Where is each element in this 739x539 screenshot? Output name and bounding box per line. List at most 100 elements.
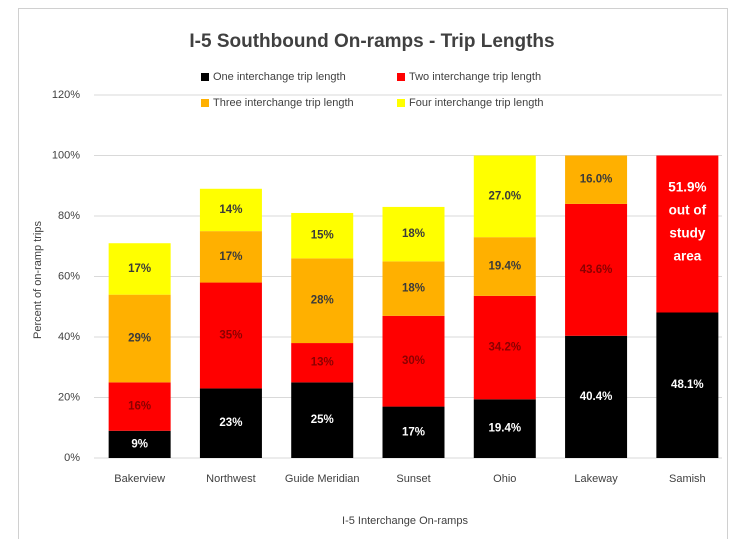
bar-segment	[656, 155, 719, 313]
value-label-line: 27.0%	[488, 190, 521, 202]
value-label-line: 13%	[311, 357, 334, 369]
bar-segment	[108, 382, 171, 431]
value-label: 48.1%	[671, 379, 704, 391]
x-tick-label: Samish	[669, 473, 706, 485]
value-label-line: 51.9%	[668, 179, 706, 194]
y-tick-label: 120%	[52, 89, 80, 101]
bar-segment	[382, 261, 445, 316]
y-tick-label: 20%	[58, 391, 80, 403]
value-label-line: 35%	[219, 330, 242, 342]
legend-swatch	[397, 73, 405, 81]
value-label-line: 16%	[128, 401, 151, 413]
x-tick-label: Guide Meridian	[285, 473, 360, 485]
bar-segment	[473, 155, 536, 238]
x-tick-label: Northwest	[206, 473, 256, 485]
value-label: 27.0%	[488, 190, 521, 202]
bar-segment	[199, 231, 262, 283]
bar-segment	[108, 294, 171, 383]
legend-swatch	[201, 99, 209, 107]
x-tick-label: Sunset	[396, 473, 430, 485]
bar-segment	[199, 282, 262, 389]
bar-segment	[108, 430, 171, 458]
legend-swatch	[397, 99, 405, 107]
value-label-line: study	[669, 225, 705, 240]
value-label-line: 17%	[402, 426, 425, 438]
value-label: 14%	[219, 204, 242, 216]
legend-label: One interchange trip length	[213, 71, 346, 83]
value-label-line: area	[673, 248, 701, 263]
value-label: 43.6%	[580, 264, 613, 276]
value-label: 51.9% out of study area	[668, 179, 706, 263]
value-label-line: 9%	[131, 438, 148, 450]
value-label-line: 19.4%	[488, 261, 521, 273]
value-label: 25%	[311, 414, 334, 426]
value-label: 34.2%	[488, 342, 521, 354]
bar-segment	[656, 312, 719, 458]
value-label-line: 18%	[402, 228, 425, 240]
value-label: 19.4%	[488, 261, 521, 273]
bar-segment	[108, 243, 171, 295]
value-label: 18%	[402, 283, 425, 295]
bar-segment	[473, 237, 536, 296]
bar-segment	[565, 203, 628, 336]
value-label: 19.4%	[488, 423, 521, 435]
y-tick-label: 60%	[58, 270, 80, 282]
value-label-line: 23%	[219, 417, 242, 429]
y-tick-label: 0%	[64, 452, 80, 464]
y-tick-label: 100%	[52, 149, 80, 161]
legend-swatch	[201, 73, 209, 81]
bar-segment	[199, 388, 262, 458]
value-label-line: 29%	[128, 333, 151, 345]
value-label-line: 28%	[311, 295, 334, 307]
value-label-line: 19.4%	[488, 423, 521, 435]
bar-segment	[291, 258, 354, 344]
legend-label: Three interchange trip length	[213, 97, 354, 109]
value-label-line: 15%	[311, 230, 334, 242]
value-label: 9%	[131, 438, 148, 450]
value-label: 23%	[219, 417, 242, 429]
value-label: 17%	[402, 426, 425, 438]
value-label-line: 17%	[219, 251, 242, 263]
x-tick-label: Ohio	[493, 473, 516, 485]
bar-segment	[565, 335, 628, 458]
value-label: 18%	[402, 228, 425, 240]
value-label-line: 14%	[219, 204, 242, 216]
legend-label: Four interchange trip length	[409, 97, 544, 109]
value-label-line: 16.0%	[580, 174, 613, 186]
value-label: 30%	[402, 355, 425, 367]
legend-label: Two interchange trip length	[409, 71, 541, 83]
x-tick-label: Bakerview	[114, 473, 165, 485]
bar-segment	[473, 295, 536, 400]
chart-title: I-5 Southbound On-ramps - Trip Lengths	[189, 31, 554, 52]
value-label-line: 30%	[402, 355, 425, 367]
value-label: 28%	[311, 295, 334, 307]
y-axis-label: Percent of on-ramp trips	[32, 221, 44, 339]
bar-segment	[382, 315, 445, 407]
value-label: 15%	[311, 230, 334, 242]
value-label: 29%	[128, 333, 151, 345]
value-label: 40.4%	[580, 391, 613, 403]
value-label-line: 17%	[128, 263, 151, 275]
bar-segment	[291, 343, 354, 383]
value-label-line: 40.4%	[580, 391, 613, 403]
value-label-line: out of	[669, 202, 707, 217]
value-label-line: 18%	[402, 283, 425, 295]
value-label: 17%	[219, 251, 242, 263]
value-label: 16.0%	[580, 174, 613, 186]
bar-segment	[473, 399, 536, 458]
value-label: 16%	[128, 401, 151, 413]
y-tick-label: 80%	[58, 210, 80, 222]
value-label-line: 25%	[311, 414, 334, 426]
bar-segment	[382, 206, 445, 262]
value-label-line: 34.2%	[488, 342, 521, 354]
bar-segment	[199, 188, 262, 232]
bar-segment	[291, 382, 354, 458]
value-label: 17%	[128, 263, 151, 275]
bar-segment	[565, 155, 628, 204]
value-label-line: 43.6%	[580, 264, 613, 276]
y-tick-label: 40%	[58, 331, 80, 343]
value-label: 13%	[311, 357, 334, 369]
bar-segment	[291, 212, 354, 259]
